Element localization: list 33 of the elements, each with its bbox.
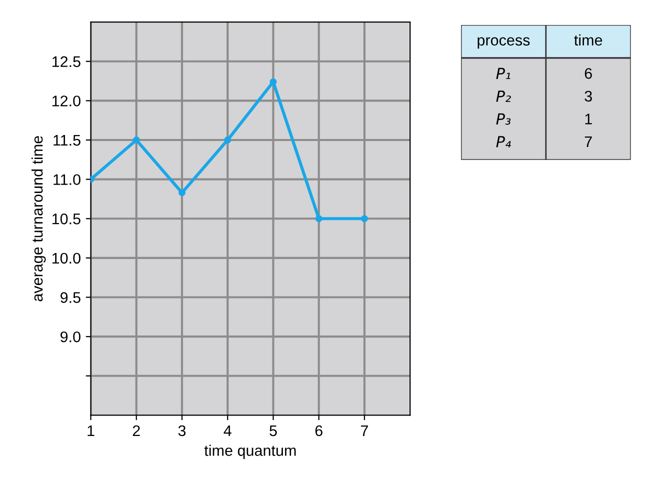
point [360, 215, 368, 222]
category-label: P₁ [496, 68, 510, 80]
y-tick-label: 10.0 [52, 252, 80, 264]
data-label: 3 [584, 90, 592, 102]
y-axis-title: average turnaround time [32, 136, 46, 302]
category-label: P₃ [496, 113, 511, 125]
data-label: 6 [584, 68, 592, 79]
y-tick-label: 10.5 [52, 214, 80, 224]
x-tick-label: 3 [178, 425, 186, 436]
text: time [574, 34, 602, 46]
x-tick-label: 4 [224, 425, 232, 436]
data-label: 1 [585, 114, 592, 124]
point [315, 215, 322, 222]
y-tick-label: 9.5 [60, 292, 80, 303]
y-tick-label: 9.0 [60, 331, 80, 342]
x-tick-label: 1 [88, 425, 94, 436]
x-tick-label: 5 [270, 425, 277, 436]
y-tick-label: 11.5 [54, 135, 80, 146]
category-label: P₂ [496, 90, 511, 102]
point [178, 189, 186, 196]
x-axis-title: time quantum [204, 444, 296, 459]
x-tick-label: 6 [315, 425, 322, 436]
y-tick-label: 11.0 [54, 174, 80, 186]
y-tick-label: 12.5 [52, 56, 80, 68]
point [224, 136, 232, 144]
data-label: 7 [584, 136, 592, 148]
text: process [478, 37, 530, 49]
category-label: P₄ [496, 136, 511, 148]
point [132, 136, 140, 144]
y-tick-label: 12.0 [52, 96, 80, 106]
point [270, 78, 277, 86]
x-tick-label: 7 [361, 425, 368, 436]
x-tick-label: 2 [132, 425, 140, 436]
